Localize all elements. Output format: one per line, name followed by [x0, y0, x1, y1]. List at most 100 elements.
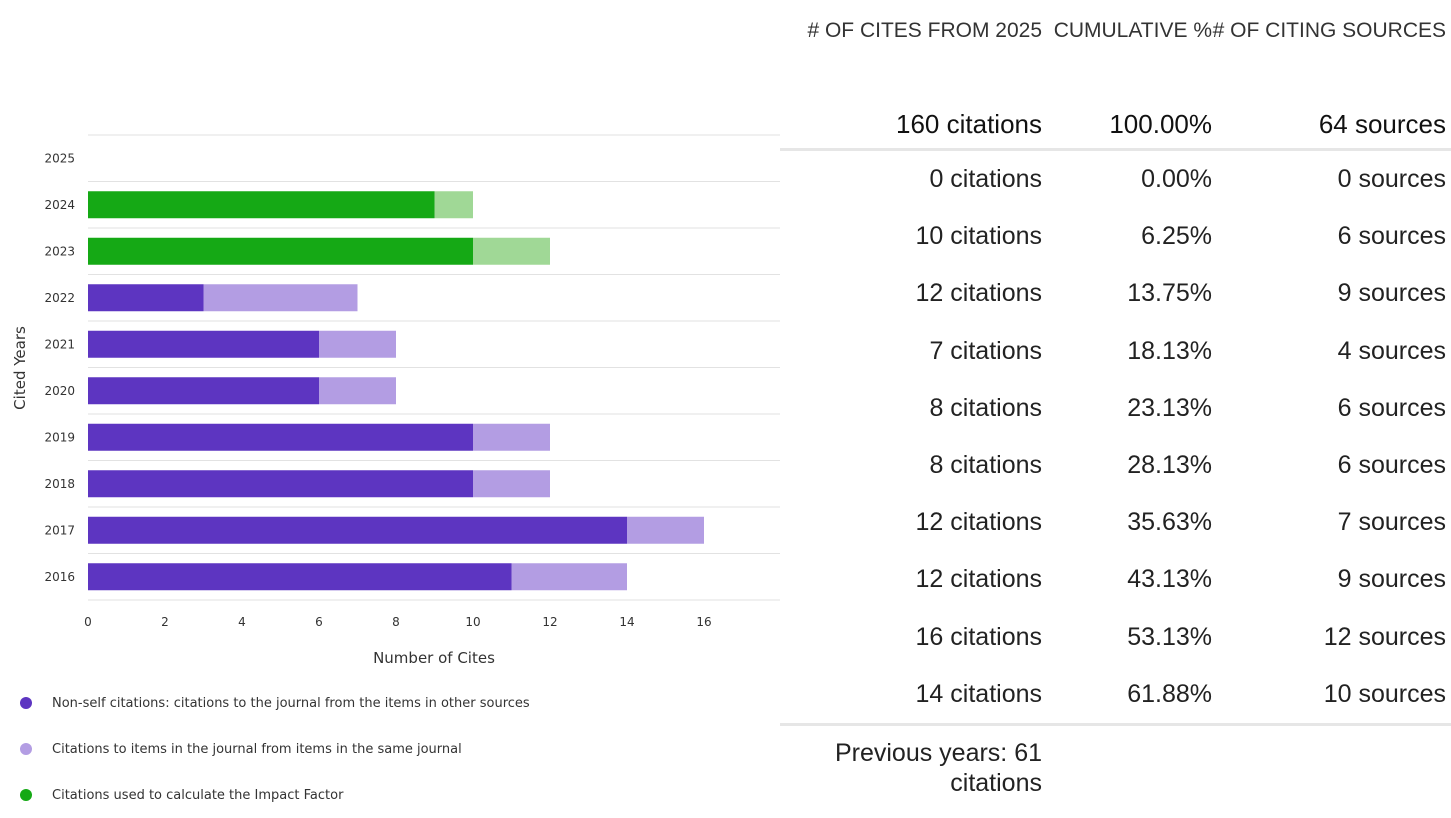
y-tick-label: 2019 — [44, 430, 75, 444]
sources-cell: 4 sources — [1337, 336, 1446, 365]
table-body: 0 citations 0.00% 0 sources 10 citations 6.2… — [780, 151, 1451, 723]
cumulative-cell: 28.13% — [1127, 451, 1212, 480]
sources-cell: 7 sources — [1337, 508, 1446, 537]
cites-cell: 8 citations — [929, 451, 1042, 480]
bar-segment — [473, 470, 550, 498]
y-tick-label: 2025 — [44, 151, 75, 165]
total-cumulative: 100.00% — [1109, 108, 1212, 139]
y-axis-title: Cited Years — [11, 326, 29, 410]
table-row: 12 citations 13.75% 9 sources — [780, 265, 1451, 322]
bar-segment — [88, 284, 204, 312]
bar-segment — [627, 516, 704, 544]
y-tick-label: 2016 — [44, 570, 75, 584]
legend-dot-icon — [20, 697, 32, 709]
chart-gridlines — [88, 134, 780, 601]
x-tick-labels: 0 2 4 6 8 10 12 14 16 — [84, 615, 711, 629]
sources-cell: 6 sources — [1337, 451, 1446, 480]
y-tick-label: 2024 — [44, 198, 75, 212]
sources-cell: 10 sources — [1323, 679, 1446, 708]
table-header: # OF CITES FROM 2025 CUMULATIVE % # OF C… — [780, 0, 1451, 100]
table-row: 10 citations 6.25% 6 sources — [780, 208, 1451, 265]
header-cumulative: CUMULATIVE % — [1053, 19, 1212, 42]
bar-segment — [434, 191, 473, 219]
sources-cell: 6 sources — [1337, 222, 1446, 251]
legend-dot-icon — [20, 789, 32, 801]
legend-item-impact-factor: Citations used to calculate the Impact F… — [20, 772, 760, 818]
cumulative-cell: 18.13% — [1127, 336, 1212, 365]
cites-cell: 12 citations — [915, 508, 1042, 537]
bar-segment — [203, 284, 358, 312]
cumulative-cell: 43.13% — [1127, 565, 1212, 594]
bar-segment — [88, 330, 319, 358]
bar-segment — [511, 563, 627, 591]
x-tick-label: 6 — [315, 615, 323, 629]
x-tick-label: 0 — [84, 615, 92, 629]
cites-cell: 16 citations — [915, 622, 1042, 651]
chart-legend: Non-self citations: citations to the jou… — [20, 680, 760, 818]
citation-bar-chart: 2025202420232022202120202019201820172016… — [11, 134, 780, 667]
chart-bars — [88, 191, 704, 591]
cumulative-cell: 23.13% — [1127, 393, 1212, 422]
legend-label: Citations used to calculate the Impact F… — [52, 787, 344, 803]
bar-segment — [88, 237, 473, 265]
cumulative-cell: 61.88% — [1127, 679, 1212, 708]
cumulative-cell: 35.63% — [1127, 508, 1212, 537]
cumulative-cell: 13.75% — [1127, 279, 1212, 308]
citations-table: # OF CITES FROM 2025 CUMULATIVE % # OF C… — [780, 0, 1451, 726]
y-tick-label: 2017 — [44, 523, 75, 537]
cites-cell: 7 citations — [929, 336, 1042, 365]
cites-cell: 10 citations — [915, 222, 1042, 251]
bar-segment — [88, 563, 512, 591]
bar-segment — [473, 237, 550, 265]
header-cites-from: # OF CITES FROM 2025 — [807, 19, 1042, 42]
table-row: 14 citations 61.88% 10 sources — [780, 666, 1451, 723]
bar-segment — [88, 191, 435, 219]
y-tick-label: 2021 — [44, 337, 75, 351]
cites-cell: 8 citations — [929, 393, 1042, 422]
x-tick-label: 12 — [542, 615, 557, 629]
table-row: 7 citations 18.13% 4 sources — [780, 323, 1451, 380]
total-sources: 64 sources — [1318, 108, 1446, 139]
sources-cell: 9 sources — [1337, 279, 1446, 308]
x-tick-label: 14 — [619, 615, 634, 629]
bar-segment — [88, 423, 473, 451]
sources-cell: 6 sources — [1337, 393, 1446, 422]
table-total-row: 160 citations 100.00% 64 sources — [780, 100, 1451, 151]
cites-cell: 0 citations — [929, 165, 1042, 194]
legend-item-non-self: Non-self citations: citations to the jou… — [20, 680, 760, 726]
x-tick-label: 2 — [161, 615, 169, 629]
table-row: 12 citations 35.63% 7 sources — [780, 494, 1451, 551]
y-tick-label: 2023 — [44, 244, 75, 258]
cites-cell: 12 citations — [915, 565, 1042, 594]
x-tick-label: 16 — [696, 615, 711, 629]
cumulative-cell: 53.13% — [1127, 622, 1212, 651]
total-cites: 160 citations — [896, 108, 1042, 139]
y-tick-label: 2022 — [44, 291, 75, 305]
bar-segment — [88, 470, 473, 498]
table-row: 12 citations 43.13% 9 sources — [780, 551, 1451, 608]
legend-label: Citations to items in the journal from i… — [52, 741, 462, 757]
y-tick-labels: 2025 2024 2023 2022 2021 2020 2019 2018 2017 2016 — [44, 151, 75, 584]
cites-cell: 12 citations — [915, 279, 1042, 308]
bar-segment — [319, 377, 396, 405]
header-citing-sources: # OF CITING SOURCES — [1212, 19, 1446, 42]
sources-cell: 0 sources — [1337, 165, 1446, 194]
table-row: 8 citations 23.13% 6 sources — [780, 380, 1451, 437]
legend-label: Non-self citations: citations to the jou… — [52, 695, 530, 711]
cumulative-cell: 6.25% — [1141, 222, 1212, 251]
x-tick-label: 8 — [392, 615, 400, 629]
y-tick-label: 2018 — [44, 477, 75, 491]
table-row: 0 citations 0.00% 0 sources — [780, 151, 1451, 208]
sources-cell: 12 sources — [1323, 622, 1446, 651]
bar-segment — [88, 516, 627, 544]
legend-dot-icon — [20, 743, 32, 755]
sources-cell: 9 sources — [1337, 565, 1446, 594]
bar-segment — [88, 377, 319, 405]
x-axis-title: Number of Cites — [373, 649, 495, 667]
legend-item-self: Citations to items in the journal from i… — [20, 726, 760, 772]
table-row: 16 citations 53.13% 12 sources — [780, 609, 1451, 666]
table-row: 8 citations 28.13% 6 sources — [780, 437, 1451, 494]
x-tick-label: 4 — [238, 615, 246, 629]
table-divider — [780, 722, 1451, 726]
bar-segment — [319, 330, 396, 358]
